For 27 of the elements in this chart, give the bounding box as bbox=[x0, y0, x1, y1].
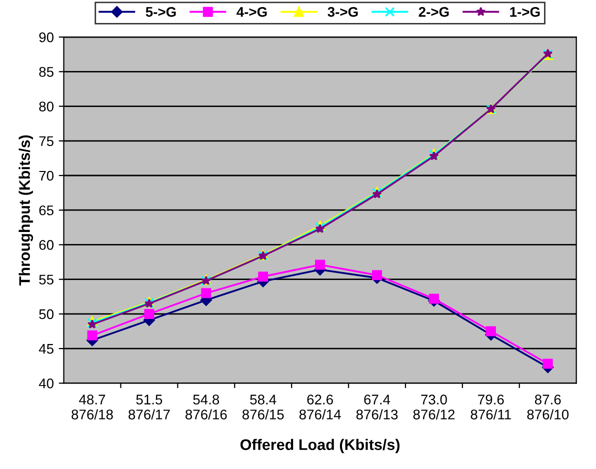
y-tick-label: 40 bbox=[38, 378, 54, 388]
x-tick-label: 79.6 876/11 bbox=[470, 394, 511, 420]
legend-label: 3->G bbox=[328, 6, 358, 17]
x-tick-label: 62.6 876/14 bbox=[299, 394, 341, 420]
x-tick-label: 54.8 876/16 bbox=[186, 394, 227, 420]
y-tick-label: 85 bbox=[39, 66, 54, 77]
x-tick-label: 87.6 876/10 bbox=[527, 394, 569, 420]
y-axis-title: Throughput (Kbits/s) bbox=[18, 135, 34, 286]
y-tick-label: 55 bbox=[39, 274, 54, 285]
legend-label: 1->G bbox=[510, 6, 540, 17]
y-tick-label: 65 bbox=[39, 205, 54, 216]
x-tick-label: 58.4 876/15 bbox=[242, 394, 284, 420]
x-tick-label: 73.0 876/12 bbox=[413, 394, 454, 420]
y-tick-label: 45 bbox=[38, 344, 54, 354]
y-tick-label: 75 bbox=[39, 136, 54, 146]
x-tick-label: 51.5 876/17 bbox=[128, 394, 170, 420]
y-tick-label: 70 bbox=[39, 170, 54, 181]
y-tick-label: 60 bbox=[39, 240, 54, 250]
x-tick-label: 48.7 876/18 bbox=[72, 394, 113, 420]
legend-label: 4->G bbox=[236, 6, 267, 17]
legend-label: 2->G bbox=[418, 6, 449, 17]
y-tick-label: 90 bbox=[39, 32, 54, 42]
legend-label: 5->G bbox=[146, 6, 176, 17]
x-tick-label: 67.4 876/13 bbox=[356, 394, 398, 420]
y-tick-label: 80 bbox=[39, 102, 54, 112]
x-axis-title: Offered Load (Kbits/s) bbox=[240, 438, 400, 454]
y-tick-label: 50 bbox=[39, 309, 54, 320]
